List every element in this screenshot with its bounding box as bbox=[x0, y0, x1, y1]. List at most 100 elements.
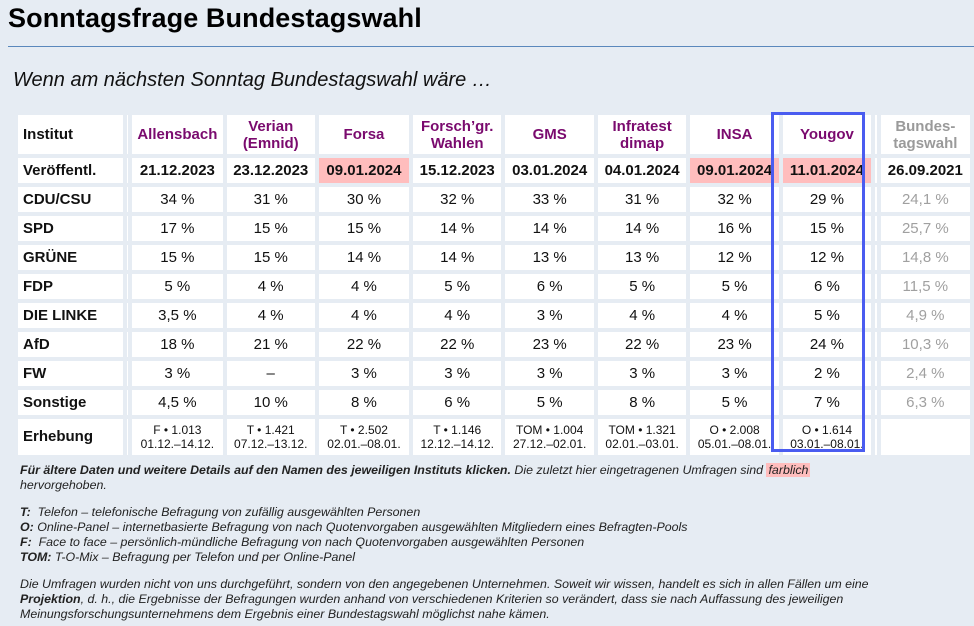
poll-value: 16 % bbox=[690, 216, 779, 241]
separator-cell bbox=[875, 303, 877, 328]
legend-text: Face to face – persönlich-mündliche Befr… bbox=[38, 535, 585, 549]
party-name: SPD bbox=[18, 216, 123, 241]
party-name: FDP bbox=[18, 274, 123, 299]
party-row: GRÜNE 15 % 15 % 14 % 14 % 13 % 13 % 12 % 12 % 14,… bbox=[18, 245, 970, 270]
survey-method: O • 1.614 bbox=[801, 423, 853, 437]
poll-value: 34 % bbox=[132, 187, 223, 212]
poll-value: 4 % bbox=[412, 303, 502, 328]
election-result: 25,7 % bbox=[880, 216, 970, 241]
institute-link[interactable]: INSA bbox=[716, 126, 753, 143]
page-subtitle: Wenn am nächsten Sonntag Bundestagswahl … bbox=[13, 69, 492, 91]
date-cell-highlighted: 09.01.2024 bbox=[318, 158, 409, 183]
survey-method: T • 1.146 bbox=[433, 423, 482, 437]
institute-link[interactable]: Forsa bbox=[343, 126, 385, 143]
institute-forschungsgruppe-wahlen[interactable]: Forsch’gr. Wahlen bbox=[412, 115, 502, 154]
institute-insa[interactable]: INSA bbox=[690, 115, 779, 154]
legend-text: Telefon – telefonische Befragung von zuf… bbox=[37, 505, 421, 519]
poll-value: 4 % bbox=[318, 303, 409, 328]
separator-cell bbox=[875, 187, 877, 212]
date-cell-highlighted: 09.01.2024 bbox=[690, 158, 779, 183]
separator-cell bbox=[875, 332, 877, 357]
institute-link[interactable]: Verian bbox=[248, 117, 294, 135]
party-row: AfD 18 % 21 % 22 % 22 % 23 % 22 % 23 % 24 % 10,3 … bbox=[18, 332, 970, 357]
date-cell: 21.12.2023 bbox=[132, 158, 223, 183]
poll-value: 6 % bbox=[412, 390, 502, 415]
poll-value: 14 % bbox=[505, 216, 594, 241]
poll-value: 5 % bbox=[690, 390, 779, 415]
separator-cell bbox=[126, 332, 129, 357]
election-result: 24,1 % bbox=[880, 187, 970, 212]
institute-link[interactable]: Forsch’gr. bbox=[420, 117, 494, 135]
poll-value: 23 % bbox=[690, 332, 779, 357]
institute-gms[interactable]: GMS bbox=[505, 115, 594, 154]
disclaimer-text: Die Umfragen wurden nicht von uns durchg… bbox=[20, 577, 869, 591]
date-cell: 04.01.2024 bbox=[597, 158, 687, 183]
party-name: CDU/CSU bbox=[18, 187, 123, 212]
party-row: FW 3 % –3 % 3 % 3 % 3 % 3 % 2 % 2,4 % bbox=[18, 361, 970, 386]
party-row: CDU/CSU 34 % 31 % 30 % 32 % 33 % 31 % 32 % 29 % 2… bbox=[18, 187, 970, 212]
legend-key: F: bbox=[20, 535, 32, 549]
institute-link[interactable]: Yougov bbox=[799, 126, 854, 143]
poll-value: 13 % bbox=[597, 245, 687, 270]
institute-link[interactable]: dimap bbox=[620, 134, 665, 152]
party-row: SPD 17 % 15 % 15 % 14 % 14 % 14 % 16 % 15 % 25,7 … bbox=[18, 216, 970, 241]
survey-cell: F • 1.013 01.12.–14.12. bbox=[132, 419, 223, 455]
party-rows: CDU/CSU 34 % 31 % 30 % 32 % 33 % 31 % 32 % 29 % 2… bbox=[18, 187, 970, 415]
election-result: 4,9 % bbox=[880, 303, 970, 328]
poll-value: 14 % bbox=[597, 216, 687, 241]
election-header-line: Bundes- bbox=[895, 117, 956, 135]
institute-link[interactable]: Allensbach bbox=[137, 126, 218, 143]
institute-link[interactable]: Infratest bbox=[612, 117, 672, 135]
poll-value: 12 % bbox=[690, 245, 779, 270]
party-row: DIE LINKE 3,5 % 4 % 4 % 4 % 3 % 4 % 4 % 5 % 4,9 % bbox=[18, 303, 970, 328]
separator-cell bbox=[875, 216, 877, 241]
poll-value: 18 % bbox=[132, 332, 223, 357]
poll-value: 15 % bbox=[132, 245, 223, 270]
poll-value: 14 % bbox=[412, 216, 502, 241]
highlight-sample: farblich bbox=[766, 463, 811, 477]
poll-value: 10 % bbox=[226, 390, 315, 415]
institute-link[interactable]: (Emnid) bbox=[242, 134, 299, 152]
institute-header-row: Institut Allensbach Verian (Emnid) Forsa … bbox=[18, 115, 970, 154]
date-cell-highlighted: 11.01.2024 bbox=[782, 158, 872, 183]
survey-cell: T • 2.502 02.01.–08.01. bbox=[318, 419, 409, 455]
separator-cell bbox=[875, 361, 877, 386]
poll-value: 7 % bbox=[782, 390, 872, 415]
survey-period: 01.12.–14.12. bbox=[140, 437, 215, 451]
poll-value: 4 % bbox=[597, 303, 687, 328]
separator-cell bbox=[126, 303, 129, 328]
poll-value: 31 % bbox=[226, 187, 315, 212]
party-name: DIE LINKE bbox=[18, 303, 123, 328]
poll-value: 17 % bbox=[132, 216, 223, 241]
poll-value: 5 % bbox=[597, 274, 687, 299]
legend-key: TOM: bbox=[20, 550, 52, 564]
election-result: 2,4 % bbox=[880, 361, 970, 386]
survey-cell: TOM • 1.321 02.01.–03.01. bbox=[597, 419, 687, 455]
poll-value: 12 % bbox=[782, 245, 872, 270]
survey-period: 03.01.–08.01. bbox=[790, 437, 864, 451]
election-result: 11,5 % bbox=[880, 274, 970, 299]
institute-link[interactable]: Wahlen bbox=[430, 134, 484, 152]
poll-value: 3 % bbox=[318, 361, 409, 386]
institute-yougov[interactable]: Yougov bbox=[782, 115, 872, 154]
poll-value: 24 % bbox=[782, 332, 872, 357]
survey-period: 07.12.–13.12. bbox=[234, 437, 308, 451]
survey-cell: O • 1.614 03.01.–08.01. bbox=[782, 419, 872, 455]
survey-cell-empty bbox=[880, 419, 970, 455]
legend-key: O: bbox=[20, 520, 34, 534]
poll-value: 8 % bbox=[597, 390, 687, 415]
poll-value: 4 % bbox=[318, 274, 409, 299]
intro-end: hervorgehoben. bbox=[20, 478, 107, 492]
separator-cell bbox=[126, 419, 129, 455]
notes: Für ältere Daten und weitere Details auf… bbox=[20, 463, 920, 622]
institute-infratest-dimap[interactable]: Infratest dimap bbox=[597, 115, 687, 154]
poll-value: 3 % bbox=[505, 361, 594, 386]
institute-forsa[interactable]: Forsa bbox=[318, 115, 409, 154]
separator-cell bbox=[126, 158, 129, 183]
party-row: FDP 5 % 4 % 4 % 5 % 6 % 5 % 5 % 6 % 11,5 % bbox=[18, 274, 970, 299]
poll-value: 21 % bbox=[226, 332, 315, 357]
institute-link[interactable]: GMS bbox=[532, 126, 567, 143]
institute-allensbach[interactable]: Allensbach bbox=[132, 115, 223, 154]
institute-verian[interactable]: Verian (Emnid) bbox=[226, 115, 315, 154]
survey-cell: T • 1.421 07.12.–13.12. bbox=[226, 419, 315, 455]
